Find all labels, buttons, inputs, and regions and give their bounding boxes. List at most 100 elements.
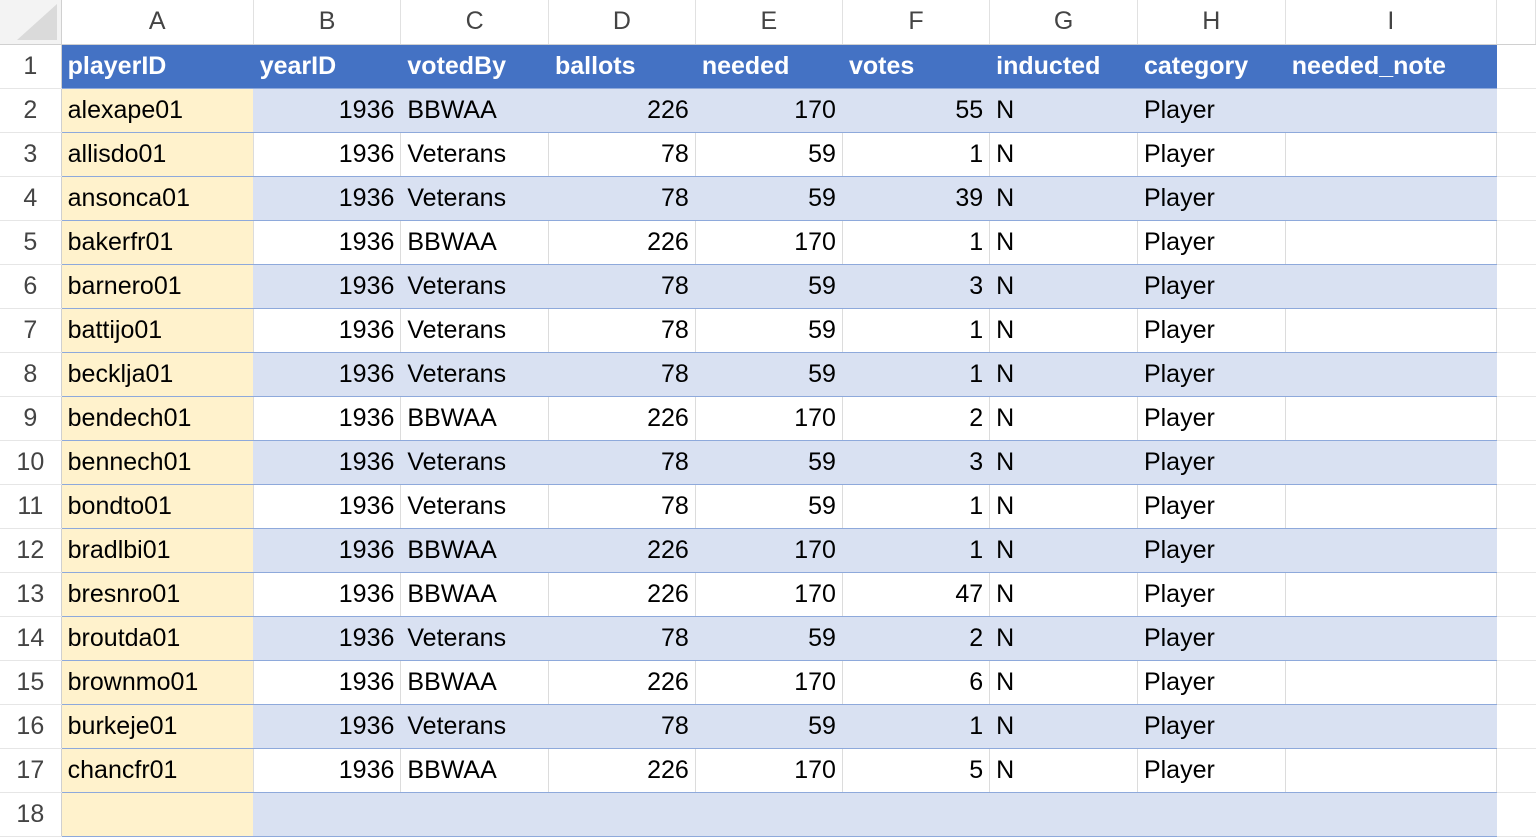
cell-votes[interactable]: 3 bbox=[842, 440, 991, 485]
cell-category[interactable]: Player bbox=[1137, 132, 1286, 177]
cell-votes[interactable]: 1 bbox=[842, 220, 991, 265]
cell-yearID[interactable]: 1936 bbox=[253, 572, 402, 617]
cell-yearID[interactable]: 1936 bbox=[253, 440, 402, 485]
cell-needed[interactable]: 59 bbox=[695, 352, 843, 397]
cell-votes[interactable]: 47 bbox=[842, 572, 991, 617]
cell-ballots[interactable]: 226 bbox=[548, 748, 696, 793]
cell-category[interactable]: Player bbox=[1137, 704, 1286, 749]
cell-ballots[interactable]: 78 bbox=[548, 616, 696, 661]
cell-yearID[interactable]: 1936 bbox=[253, 308, 402, 353]
cell-ballots[interactable]: 78 bbox=[548, 176, 696, 221]
cell-yearID[interactable]: 1936 bbox=[253, 528, 402, 573]
cell-votes[interactable]: 1 bbox=[842, 484, 991, 529]
header-cell-ballots[interactable]: ballots bbox=[548, 44, 696, 89]
cell-needed[interactable]: 59 bbox=[695, 440, 843, 485]
empty-cell[interactable] bbox=[1495, 748, 1536, 793]
cell-inducted[interactable]: N bbox=[989, 440, 1138, 485]
column-header-C[interactable]: C bbox=[400, 0, 549, 45]
cell-yearID[interactable]: 1936 bbox=[253, 396, 402, 441]
cell-needed[interactable]: 59 bbox=[695, 704, 843, 749]
cell-category[interactable]: Player bbox=[1137, 528, 1286, 573]
cell-votedBy[interactable]: BBWAA bbox=[400, 572, 549, 617]
cell-category[interactable]: Player bbox=[1137, 660, 1286, 705]
cell-votes[interactable]: 5 bbox=[842, 748, 991, 793]
empty-cell[interactable] bbox=[1495, 440, 1536, 485]
cell-ballots[interactable]: 78 bbox=[548, 132, 696, 177]
row-header-7[interactable]: 7 bbox=[0, 308, 62, 353]
cell-needed[interactable]: 59 bbox=[695, 176, 843, 221]
cell-yearID[interactable]: 1936 bbox=[253, 748, 402, 793]
row-header-12[interactable]: 12 bbox=[0, 528, 62, 573]
cell-ballots[interactable]: 226 bbox=[548, 396, 696, 441]
cell-needed_note[interactable] bbox=[1285, 528, 1497, 573]
cell-yearID[interactable]: 1936 bbox=[253, 352, 402, 397]
cell-needed[interactable]: 170 bbox=[695, 748, 843, 793]
header-cell-votedBy[interactable]: votedBy bbox=[400, 44, 549, 89]
cell-yearID[interactable]: 1936 bbox=[253, 176, 402, 221]
row-header-11[interactable]: 11 bbox=[0, 484, 62, 529]
cell-inducted[interactable]: N bbox=[989, 704, 1138, 749]
empty-cell[interactable] bbox=[1495, 572, 1536, 617]
row-header-4[interactable]: 4 bbox=[0, 176, 62, 221]
cell-playerID[interactable]: bradlbi01 bbox=[61, 528, 254, 573]
cell-yearID[interactable]: 1936 bbox=[253, 88, 402, 133]
header-cell-yearID[interactable]: yearID bbox=[253, 44, 402, 89]
column-header-G[interactable]: G bbox=[989, 0, 1138, 45]
select-all-corner[interactable] bbox=[0, 0, 62, 45]
row-header-10[interactable]: 10 bbox=[0, 440, 62, 485]
cell-votedBy[interactable]: Veterans bbox=[400, 704, 549, 749]
empty-cell[interactable] bbox=[1495, 484, 1536, 529]
empty-cell[interactable] bbox=[1495, 308, 1536, 353]
cell-inducted[interactable]: N bbox=[989, 748, 1138, 793]
cell-needed_note[interactable] bbox=[1285, 132, 1497, 177]
cell-ballots[interactable]: 78 bbox=[548, 484, 696, 529]
cell-votes[interactable]: 1 bbox=[842, 352, 991, 397]
row-header-15[interactable]: 15 bbox=[0, 660, 62, 705]
cell-needed[interactable]: 59 bbox=[695, 308, 843, 353]
cell-votedBy[interactable]: Veterans bbox=[400, 352, 549, 397]
cell-yearID[interactable]: 1936 bbox=[253, 616, 402, 661]
cell-inducted[interactable]: N bbox=[989, 616, 1138, 661]
cell-needed_note[interactable] bbox=[1285, 352, 1497, 397]
cell-yearID[interactable]: 1936 bbox=[253, 220, 402, 265]
cell-needed_note[interactable] bbox=[1285, 88, 1497, 133]
empty-cell[interactable] bbox=[1495, 44, 1536, 89]
cell-playerID[interactable]: bendech01 bbox=[61, 396, 254, 441]
cell-votes[interactable]: 1 bbox=[842, 704, 991, 749]
cell-category[interactable]: Player bbox=[1137, 88, 1286, 133]
cell-ballots[interactable]: 226 bbox=[548, 528, 696, 573]
cell-ballots[interactable]: 78 bbox=[548, 264, 696, 309]
cell-votes[interactable]: 2 bbox=[842, 616, 991, 661]
row-header-1[interactable]: 1 bbox=[0, 44, 62, 89]
cell-needed[interactable]: 59 bbox=[695, 484, 843, 529]
cell-needed[interactable]: 170 bbox=[695, 528, 843, 573]
cell-votes[interactable]: 55 bbox=[842, 88, 991, 133]
cell-inducted[interactable]: N bbox=[989, 264, 1138, 309]
row-header-16[interactable]: 16 bbox=[0, 704, 62, 749]
cell-needed_note[interactable] bbox=[1285, 704, 1497, 749]
cell-votedBy[interactable]: Veterans bbox=[400, 176, 549, 221]
cell-playerID[interactable]: broutda01 bbox=[61, 616, 254, 661]
row-header-13[interactable]: 13 bbox=[0, 572, 62, 617]
cell-votes[interactable]: 2 bbox=[842, 396, 991, 441]
cell-category[interactable]: Player bbox=[1137, 396, 1286, 441]
cell-playerID[interactable]: barnero01 bbox=[61, 264, 254, 309]
empty-cell[interactable] bbox=[1495, 220, 1536, 265]
cell-votedBy[interactable]: Veterans bbox=[400, 616, 549, 661]
cell-ballots[interactable]: 226 bbox=[548, 572, 696, 617]
cell-playerID[interactable]: bondto01 bbox=[61, 484, 254, 529]
cell-needed_note[interactable] bbox=[1285, 176, 1497, 221]
cell-votedBy[interactable]: Veterans bbox=[400, 484, 549, 529]
cell-ballots[interactable]: 78 bbox=[548, 308, 696, 353]
row-header-9[interactable]: 9 bbox=[0, 396, 62, 441]
cell-needed_note[interactable] bbox=[1285, 220, 1497, 265]
cell-votes[interactable]: 39 bbox=[842, 176, 991, 221]
cell-ballots[interactable]: 78 bbox=[548, 704, 696, 749]
cell-votedBy[interactable]: BBWAA bbox=[400, 396, 549, 441]
cell-category[interactable]: Player bbox=[1137, 352, 1286, 397]
empty-cell[interactable] bbox=[1495, 616, 1536, 661]
cell-playerID[interactable]: allisdo01 bbox=[61, 132, 254, 177]
column-header-E[interactable]: E bbox=[695, 0, 843, 45]
cell-votedBy[interactable]: BBWAA bbox=[400, 528, 549, 573]
empty-cell[interactable] bbox=[1495, 132, 1536, 177]
